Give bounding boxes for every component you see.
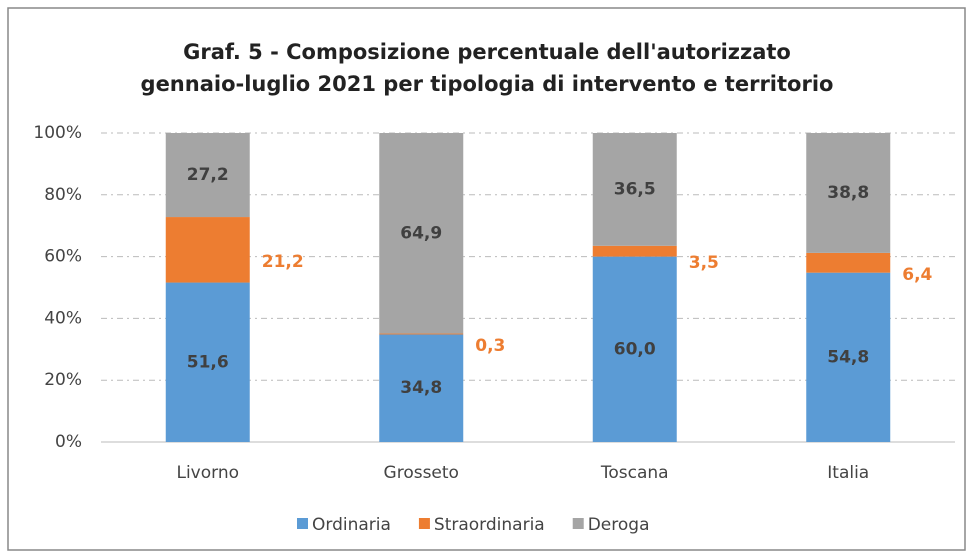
- bar-segment: [165, 133, 250, 218]
- legend-swatch: [297, 518, 308, 529]
- bar-segment: [165, 282, 250, 442]
- legend-swatch: [418, 518, 430, 529]
- data-label: 27,2: [187, 165, 229, 185]
- bar-segment: [592, 256, 677, 442]
- legend-label: Ordinaria: [312, 515, 391, 535]
- x-tick-label: Livorno: [176, 463, 239, 483]
- chart-title: Graf. 5 - Composizione percentuale dell'…: [140, 40, 834, 96]
- y-tick-label: 60%: [44, 247, 82, 267]
- legend-swatch: [572, 518, 584, 529]
- data-label: 64,9: [400, 223, 442, 243]
- bar-segment: [806, 133, 891, 253]
- data-label: 38,8: [827, 183, 869, 203]
- data-label: 0,3: [475, 336, 505, 356]
- y-tick-label: 40%: [44, 308, 82, 328]
- legend-label: Deroga: [588, 515, 650, 535]
- y-tick-label: 100%: [33, 123, 82, 143]
- data-label: 36,5: [614, 179, 656, 199]
- bar-segment: [806, 252, 891, 273]
- x-tick-label: Toscana: [600, 463, 669, 483]
- y-tick-label: 80%: [44, 185, 82, 205]
- data-label: 21,2: [262, 252, 304, 272]
- bar-segment: [165, 217, 250, 283]
- data-label: 60,0: [614, 339, 656, 359]
- data-label: 54,8: [827, 347, 869, 367]
- bar-segment: [379, 333, 464, 335]
- bar-segment: [379, 133, 464, 334]
- bar-segment: [592, 133, 677, 246]
- bar-segment: [592, 245, 677, 257]
- data-label: 3,5: [689, 253, 719, 273]
- bar-segment: [806, 272, 891, 442]
- data-label: 6,4: [902, 265, 932, 285]
- bar-segment: [379, 334, 464, 442]
- y-tick-label: 0%: [55, 432, 82, 452]
- legend-label: Straordinaria: [434, 515, 545, 535]
- data-label: 51,6: [187, 352, 229, 372]
- data-label: 34,8: [400, 378, 442, 398]
- x-tick-label: Italia: [827, 463, 869, 483]
- x-tick-label: Grosseto: [384, 463, 459, 483]
- y-tick-label: 20%: [44, 370, 82, 390]
